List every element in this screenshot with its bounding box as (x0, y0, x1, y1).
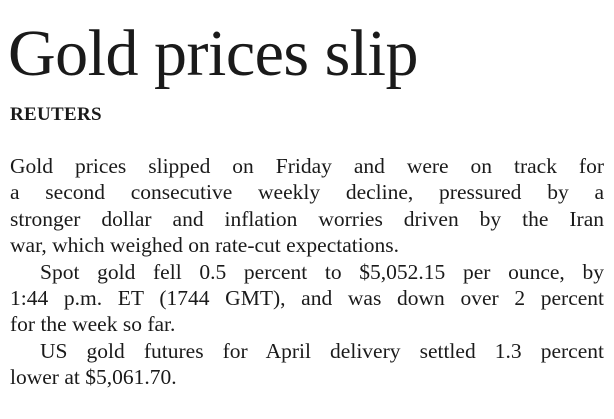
article-body: Gold prices slipped on Friday and were o… (10, 153, 604, 391)
text-line: a second consecutive weekly decline, pre… (10, 180, 604, 205)
text-line: for the week so far. (10, 312, 176, 337)
byline: REUTERS (10, 104, 102, 125)
paragraph: Spot gold fell 0.5 percent to $5,052.15 … (10, 259, 604, 338)
text-line: lower at $5,061.70. (10, 365, 177, 390)
text-line: Spot gold fell 0.5 percent to $5,052.15 … (40, 259, 604, 284)
headline: Gold prices slip (8, 17, 418, 90)
text-line: stronger dollar and inflation worries dr… (10, 206, 604, 231)
paragraph: US gold futures for April delivery settl… (10, 338, 604, 391)
text-line: US gold futures for April delivery settl… (40, 338, 604, 363)
paragraph: Gold prices slipped on Friday and were o… (10, 153, 604, 259)
text-line: Gold prices slipped on Friday and were o… (10, 154, 604, 178)
text-line: war, which weighed on rate-cut expectati… (10, 233, 399, 258)
text-line: 1:44 p.m. ET (1744 GMT), and was down ov… (10, 286, 604, 311)
